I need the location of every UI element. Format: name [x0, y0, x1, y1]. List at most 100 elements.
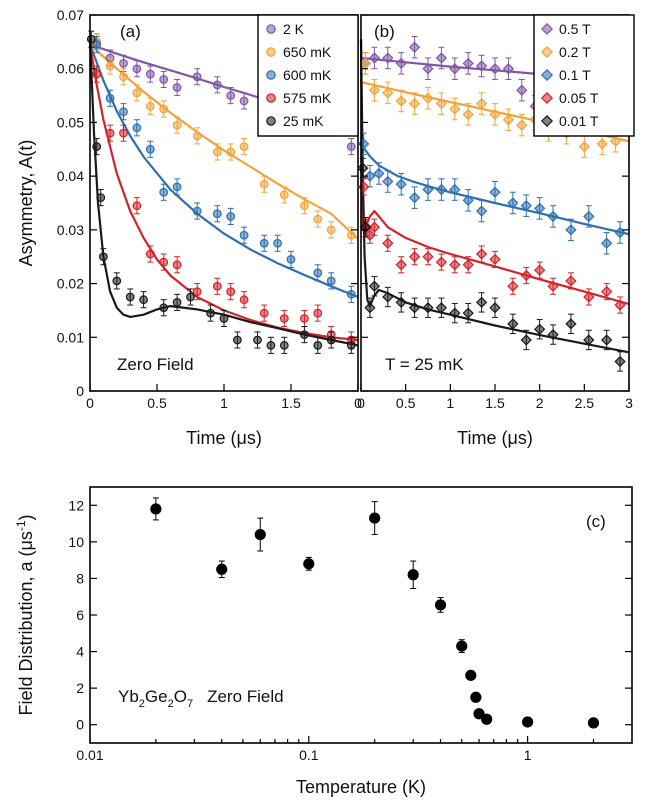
- data-point: [435, 97, 448, 110]
- legend-label: 25 mK: [283, 113, 324, 129]
- x-tick-label: 1: [524, 747, 532, 763]
- data-point: [192, 72, 202, 82]
- x-tick-label: 1.5: [485, 395, 505, 411]
- data-point: [172, 182, 182, 192]
- data-point: [279, 340, 289, 350]
- data-point: [520, 269, 532, 282]
- data-point: [239, 230, 249, 240]
- formula-ge: Ge: [145, 687, 168, 706]
- data-point: [132, 123, 142, 133]
- data-point: [259, 238, 269, 248]
- data-point: [303, 558, 315, 570]
- legend-marker: [266, 47, 276, 57]
- data-point: [435, 183, 448, 196]
- data-point: [449, 259, 461, 271]
- y-tick-label: 4: [76, 644, 84, 660]
- data-point: [172, 83, 182, 92]
- data-point: [172, 260, 182, 270]
- fit-line: [88, 39, 359, 347]
- formula-yb: Yb: [118, 687, 139, 706]
- legend-label: 0.01 T: [559, 113, 599, 129]
- data-point: [565, 318, 577, 330]
- y-tick-label: 0: [76, 717, 84, 733]
- legend-marker: [540, 68, 554, 82]
- data-point: [254, 528, 266, 541]
- data-point: [449, 307, 461, 319]
- y-tick-label: 10: [68, 534, 84, 550]
- x-tick-label: 0.5: [396, 395, 416, 411]
- legend-label: 0.1 T: [559, 67, 591, 83]
- data-point: [408, 302, 421, 314]
- data-point: [475, 97, 488, 110]
- data-point: [475, 248, 488, 260]
- data-point: [601, 285, 613, 298]
- data-point: [462, 194, 474, 206]
- legend-label: 0.2 T: [559, 44, 591, 60]
- data-point: [313, 308, 323, 318]
- data-point: [326, 225, 336, 235]
- ylabel-c-sup: -1: [14, 520, 28, 531]
- y-tick-label: 0.07: [57, 7, 84, 23]
- data-point: [346, 340, 356, 350]
- data-point: [507, 280, 519, 292]
- y-axis-label-c: Field Distribution, a (μs-1): [14, 514, 36, 715]
- y-tick-label: 0: [76, 383, 84, 399]
- data-point: [507, 318, 519, 330]
- data-point: [475, 60, 488, 72]
- data-point: [216, 563, 228, 575]
- data-point: [172, 297, 182, 307]
- data-point: [206, 308, 216, 318]
- formula-sub-2: 2: [168, 698, 174, 710]
- data-point: [408, 251, 421, 263]
- data-point: [132, 64, 142, 74]
- data-point: [300, 330, 309, 340]
- data-point: [125, 292, 135, 302]
- data-point: [232, 335, 242, 345]
- data-point: [139, 295, 149, 305]
- data-point: [159, 75, 169, 84]
- fit-line: [88, 44, 359, 342]
- data-point: [239, 142, 249, 152]
- data-point: [212, 147, 222, 157]
- data-point: [226, 91, 236, 100]
- data-point: [489, 186, 501, 198]
- data-point: [601, 334, 613, 346]
- x-tick-label: 1: [220, 395, 228, 411]
- x-tick-label: 2: [536, 395, 544, 411]
- data-point: [587, 717, 600, 729]
- data-point: [300, 201, 309, 211]
- data-point: [382, 291, 394, 303]
- data-point: [119, 107, 128, 117]
- y-tick-label: 0.06: [57, 61, 84, 77]
- data-point: [313, 340, 323, 350]
- data-point: [435, 52, 448, 64]
- data-point: [395, 178, 407, 190]
- data-point: [449, 63, 461, 75]
- data-point: [422, 92, 434, 104]
- data-point: [583, 291, 595, 303]
- y-tick-label: 12: [68, 497, 84, 513]
- data-point: [259, 308, 269, 318]
- data-point: [132, 201, 142, 211]
- data-point: [534, 264, 546, 276]
- legend-marker: [266, 93, 276, 103]
- formula-o: O: [174, 687, 187, 706]
- data-point: [368, 52, 381, 64]
- data-point: [583, 334, 595, 346]
- legend-marker: [540, 22, 554, 36]
- data-point: [465, 669, 477, 681]
- data-point: [516, 119, 528, 131]
- data-point: [462, 57, 474, 69]
- fit-line: [89, 43, 359, 240]
- data-point: [96, 193, 106, 203]
- data-point: [601, 237, 613, 249]
- data-point: [534, 323, 546, 335]
- panel-a-label: (a): [120, 22, 141, 41]
- y-tick-label: 0.01: [57, 329, 84, 345]
- data-point: [456, 640, 468, 652]
- data-point: [226, 287, 236, 297]
- panel-b-label: (b): [374, 22, 395, 41]
- legend-marker: [540, 45, 554, 59]
